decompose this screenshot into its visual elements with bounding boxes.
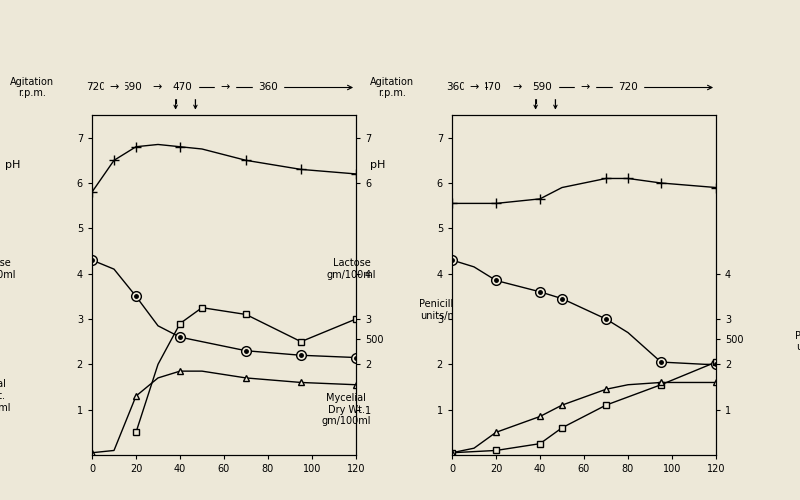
Text: 470: 470	[482, 82, 502, 92]
Text: Mycelial
Dry Wt.
gm/100ml: Mycelial Dry Wt. gm/100ml	[0, 380, 11, 412]
Text: Agitation
r.p.m.: Agitation r.p.m.	[10, 76, 54, 98]
Text: 470: 470	[172, 82, 192, 92]
Text: 360: 360	[258, 82, 278, 92]
Text: →: →	[581, 82, 590, 92]
Text: →: →	[470, 82, 478, 92]
Text: Mycelial
Dry Wt.
gm/100ml: Mycelial Dry Wt. gm/100ml	[322, 393, 371, 426]
Text: Penicillin
units/ml: Penicillin units/ml	[419, 299, 462, 320]
Text: pH: pH	[370, 160, 386, 170]
Text: Lactose
gm/100ml: Lactose gm/100ml	[327, 258, 377, 280]
Text: →: →	[152, 82, 162, 92]
Text: 360: 360	[446, 82, 466, 92]
Text: →: →	[221, 82, 230, 92]
Text: →: →	[110, 82, 118, 92]
Text: 720: 720	[618, 82, 638, 92]
Text: 720: 720	[86, 82, 106, 92]
Text: Lactose
gm/100ml: Lactose gm/100ml	[0, 258, 17, 280]
Text: 590: 590	[532, 82, 552, 92]
Text: pH: pH	[5, 160, 21, 170]
Text: →: →	[512, 82, 522, 92]
Text: Agitation
r.p.m.: Agitation r.p.m.	[370, 76, 414, 98]
Text: 590: 590	[122, 82, 142, 92]
Text: Penicillin
units/ml: Penicillin units/ml	[794, 331, 800, 352]
